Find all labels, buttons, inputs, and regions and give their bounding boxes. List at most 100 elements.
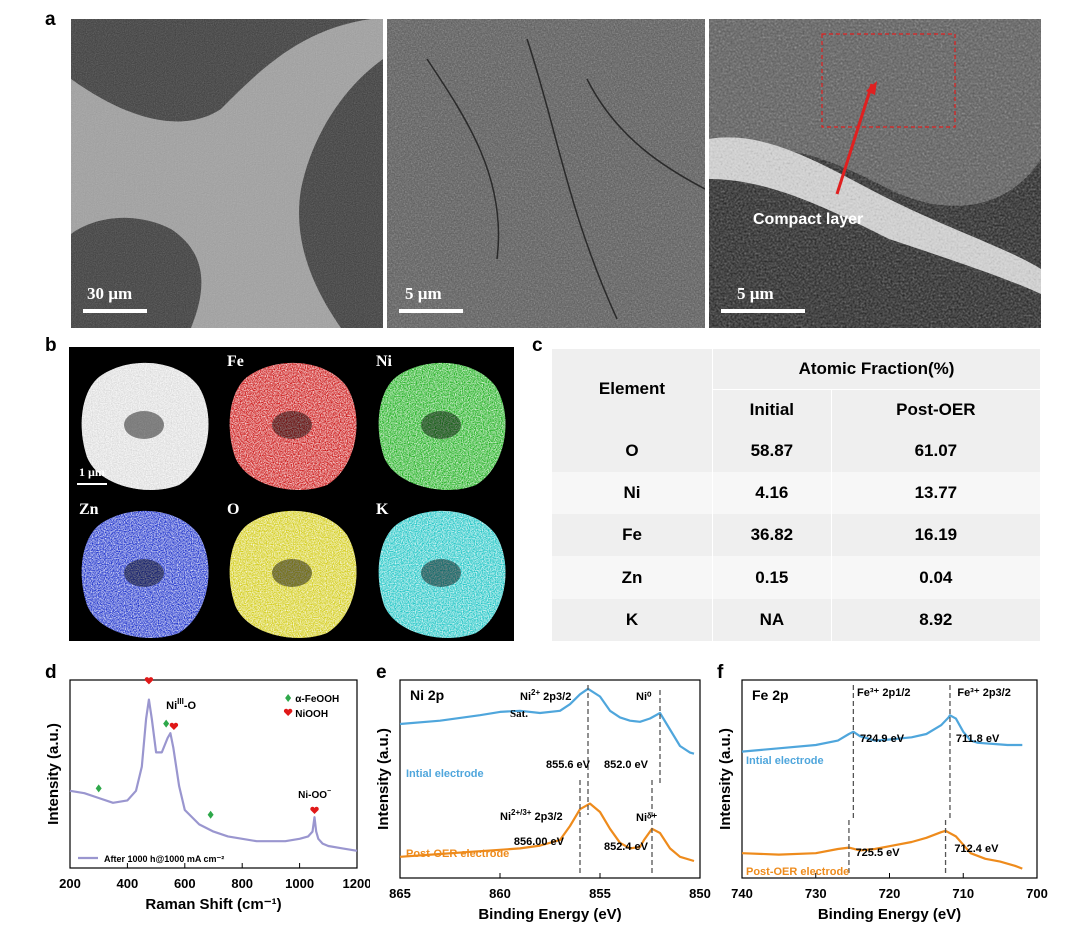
y-axis-label: Intensity (a.u.) xyxy=(717,728,734,830)
feooh-marker xyxy=(163,719,170,728)
niooh-marker xyxy=(283,708,293,716)
series-label: Intial electrode xyxy=(746,755,824,767)
panel-title: Ni 2p xyxy=(410,687,444,703)
scale-label: 5 µm xyxy=(737,284,774,303)
x-tick-label: 400 xyxy=(117,876,139,891)
peak-energy-label: 852.4 eV xyxy=(604,841,649,853)
post-oer-cell: 8.92 xyxy=(919,609,953,629)
panel-label-e: e xyxy=(376,662,387,683)
table-row: Fe 36.82 16.19 xyxy=(552,514,1040,557)
initial-series-line xyxy=(399,687,695,755)
sem-image-surface: 5 µm xyxy=(387,19,705,328)
eds-map-k: K xyxy=(366,495,513,641)
compact-layer-annotation: Compact layer xyxy=(753,211,864,228)
x-tick-label: 700 xyxy=(1026,886,1048,901)
atomic-fraction-table: Element Atomic Fraction(%) Initial Post-… xyxy=(552,349,1040,641)
panel-label-c: c xyxy=(532,335,543,356)
initial-cell: 0.15 xyxy=(712,556,832,599)
x-tick-label: 600 xyxy=(174,876,196,891)
x-tick-label: 850 xyxy=(689,886,711,901)
feooh-marker xyxy=(285,694,292,702)
x-tick-label: 720 xyxy=(879,886,901,901)
x-tick-label: 865 xyxy=(389,886,411,901)
eds-element-label: O xyxy=(227,501,240,518)
eds-map-fe: Fe xyxy=(217,347,364,493)
initial-cell: 58.87 xyxy=(712,429,832,472)
ni0-label: Ni⁰ xyxy=(636,691,652,703)
element-cell: Fe xyxy=(552,514,713,557)
plot-frame xyxy=(399,679,701,879)
post-oer-cell: 61.07 xyxy=(914,440,958,460)
nid-label: Niᵟ⁺ xyxy=(636,812,657,824)
peak-energy-label: 856.00 eV xyxy=(514,836,565,848)
ni2-label: Ni2+ 2p3/2 xyxy=(520,688,571,703)
eds-element-label: Fe xyxy=(227,353,244,370)
post-oer-cell: 16.19 xyxy=(914,525,958,545)
table-row: Zn 0.15 0.04 xyxy=(552,556,1040,599)
raman-chart: 200 400 600 800 1000 1200 Raman Shift (cm⁻¹) In… xyxy=(45,677,370,913)
ni23-label: Ni2+/3+ 2p3/2 xyxy=(500,808,563,823)
panel-label-f: f xyxy=(717,662,724,683)
niooh-marker xyxy=(310,806,319,814)
x-tick-label: 1200 xyxy=(343,876,370,891)
x-tick-label: 200 xyxy=(59,876,81,891)
element-cell: K xyxy=(552,598,713,641)
eds-map-o: O xyxy=(217,495,364,641)
series-label: Post-OER electrode xyxy=(746,866,849,878)
post-oer-series-line xyxy=(741,829,1023,870)
fe-2p12-label: Fe³⁺ 2p1/2 xyxy=(857,687,911,699)
panel-title: Fe 2p xyxy=(752,687,789,703)
sat-label: Sat. xyxy=(510,708,528,720)
post-oer-cell: 0.04 xyxy=(919,567,953,587)
x-axis-label: Binding Energy (eV) xyxy=(478,906,621,923)
element-cell: Ni xyxy=(552,471,713,515)
legend-label: NiOOH xyxy=(295,709,328,720)
x-tick-label: 730 xyxy=(805,886,827,901)
eds-map-haadf: 1 µm xyxy=(69,347,216,493)
post-oer-series-line xyxy=(399,802,695,863)
table-row: Ni 4.16 13.77 xyxy=(552,471,1040,515)
post-oer-cell: 13.77 xyxy=(914,482,958,502)
peak-energy-label: 852.0 eV xyxy=(604,759,649,771)
raman-series-line xyxy=(69,698,358,852)
scale-label: 5 µm xyxy=(405,284,442,303)
x-tick-label: 860 xyxy=(489,886,511,901)
fe-2p32-label: Fe³⁺ 2p3/2 xyxy=(957,687,1011,699)
header-initial: Initial xyxy=(712,389,832,430)
eds-map-zn: Zn xyxy=(69,495,216,641)
series-label: Post-OER electrode xyxy=(406,848,509,860)
header-post-oer: Post-OER xyxy=(896,399,976,419)
series-label: Intial electrode xyxy=(406,768,484,780)
header-atomic-fraction: Atomic Fraction(%) xyxy=(712,349,1040,390)
y-axis-label: Intensity (a.u.) xyxy=(375,728,392,830)
x-tick-label: 1000 xyxy=(285,876,314,891)
eds-element-label: K xyxy=(376,501,389,518)
x-tick-label: 740 xyxy=(731,886,753,901)
ni2p-xps-chart: 865 860 855 850 Binding Energy (eV) Intensity… xyxy=(375,679,711,923)
plot-frame xyxy=(69,679,358,869)
feooh-marker xyxy=(95,784,102,793)
niooh-marker xyxy=(169,722,179,730)
initial-series-line xyxy=(741,714,1023,753)
initial-cell: 36.82 xyxy=(712,514,832,557)
legend-label: α-FeOOH xyxy=(295,694,339,705)
eds-map-ni: Ni xyxy=(366,347,513,493)
panel-label-d: d xyxy=(45,662,57,683)
sem-image-cross-section: Compact layer 5 µm xyxy=(709,19,1041,328)
element-cell: Zn xyxy=(552,556,713,599)
scale-label: 1 µm xyxy=(79,465,105,479)
eds-element-label: Zn xyxy=(79,501,99,518)
ni-oo-label: Ni-OO− xyxy=(298,788,331,801)
x-axis-label: Binding Energy (eV) xyxy=(818,906,961,923)
peak-energy-label: 725.5 eV xyxy=(856,847,901,859)
fe2p-xps-chart: 740 730 720 710 700 Binding Energy (eV) Intens… xyxy=(717,679,1048,923)
x-tick-label: 855 xyxy=(589,886,611,901)
feooh-marker xyxy=(207,810,214,819)
peak-energy-label: 855.6 eV xyxy=(546,759,591,771)
niiii-o-label: NiIII-O xyxy=(166,697,196,712)
initial-cell: NA xyxy=(712,598,832,641)
panel-label-a: a xyxy=(45,9,56,30)
peak-energy-label: 711.8 eV xyxy=(956,733,1000,745)
x-axis-label: Raman Shift (cm⁻¹) xyxy=(145,896,281,913)
niooh-marker xyxy=(144,677,154,685)
